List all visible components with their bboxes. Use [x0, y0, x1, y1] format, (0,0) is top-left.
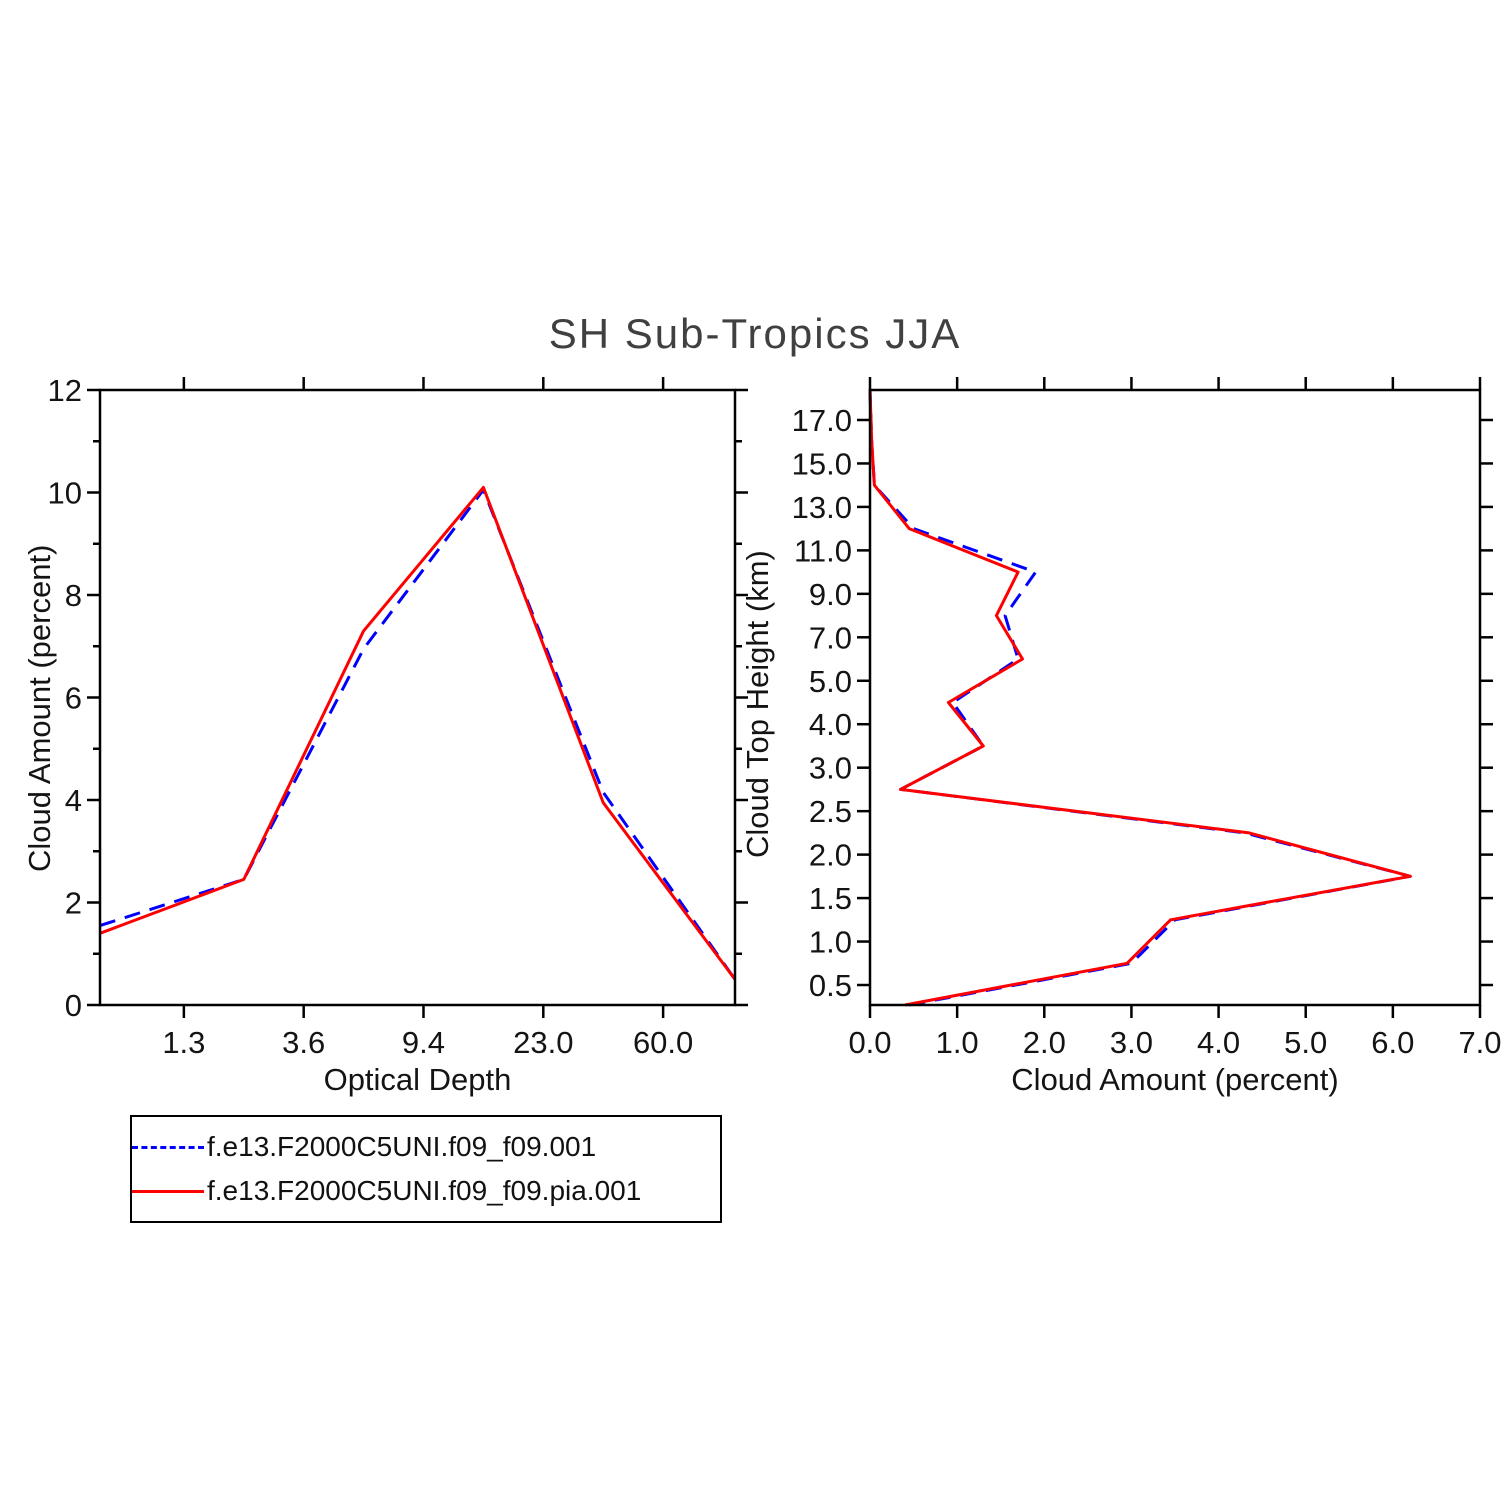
y-tick-label: 1.5 [809, 881, 852, 916]
right-xaxis-title: Cloud Amount (percent) [1011, 1062, 1339, 1097]
x-tick-label: 1.0 [936, 1025, 979, 1060]
left-xaxis-title: Optical Depth [323, 1062, 512, 1097]
y-tick-label: 2.0 [809, 838, 852, 873]
y-tick-label: 12 [48, 373, 82, 408]
y-tick-label: 4.0 [809, 707, 852, 742]
legend: f.e13.F2000C5UNI.f09_f09.001 f.e13.F2000… [130, 1115, 722, 1223]
left-yaxis-title: Cloud Amount (percent) [22, 544, 57, 872]
x-tick-label: 3.0 [1110, 1025, 1153, 1060]
plot-frame [868, 388, 1482, 1007]
x-tick-label: 3.6 [282, 1025, 325, 1060]
x-tick-label: 60.0 [633, 1025, 693, 1060]
y-tick-label: 2.5 [809, 794, 852, 829]
legend-solid-line-sample [132, 1189, 204, 1193]
panel-left: 1.3 3.6 9.4 23.0 60.0 0 2 4 6 8 10 12 [48, 373, 748, 1060]
series-line [99, 488, 737, 981]
y-tick-label: 0.5 [809, 968, 852, 1003]
y-tick-label: 11.0 [794, 533, 852, 568]
y-tick-label: 4 [65, 783, 82, 818]
x-tick-label: 4.0 [1197, 1025, 1240, 1060]
x-tick-label: 9.4 [402, 1025, 445, 1060]
legend-entry: f.e13.F2000C5UNI.f09_f09.pia.001 [132, 1169, 720, 1213]
x-tick-label: 1.3 [162, 1025, 205, 1060]
x-tick-label: 2.0 [1023, 1025, 1066, 1060]
x-tick-label: 7.0 [1458, 1025, 1501, 1060]
legend-entry: f.e13.F2000C5UNI.f09_f09.001 [132, 1125, 720, 1169]
panel-right: 0.0 1.0 2.0 3.0 4.0 5.0 6.0 7.0 0.5 1.0 1.5 2.0 2.5 3… [792, 377, 1502, 1060]
right-yaxis-title: Cloud Top Height (km) [740, 550, 775, 858]
plot-frame [98, 388, 737, 1007]
y-tick-label: 6 [65, 681, 82, 716]
y-tick-label: 13.0 [792, 490, 852, 525]
chart-title: SH Sub-Tropics JJA [548, 310, 962, 357]
y-tick-label: 10 [48, 476, 82, 511]
y-tick-label: 8 [65, 578, 82, 613]
y-tick-label: 9.0 [809, 577, 852, 612]
y-tick-label: 0 [65, 988, 82, 1023]
legend-label: f.e13.F2000C5UNI.f09_f09.001 [207, 1131, 597, 1162]
y-tick-label: 15.0 [792, 446, 852, 481]
x-tick-label: 23.0 [513, 1025, 573, 1060]
y-tick-label: 17.0 [792, 403, 852, 438]
y-tick-label: 7.0 [809, 620, 852, 655]
series-line [99, 485, 737, 981]
legend-dashed-line-sample [132, 1145, 204, 1149]
series-line [868, 389, 1412, 1007]
legend-label: f.e13.F2000C5UNI.f09_f09.pia.001 [207, 1175, 642, 1206]
x-tick-label: 0.0 [848, 1025, 891, 1060]
y-tick-label: 2 [65, 886, 82, 921]
y-tick-label: 3.0 [809, 751, 852, 786]
y-tick-label: 1.0 [809, 925, 852, 960]
x-tick-label: 6.0 [1371, 1025, 1414, 1060]
y-tick-label: 5.0 [809, 664, 852, 699]
series-line [868, 389, 1412, 1007]
x-tick-label: 5.0 [1284, 1025, 1327, 1060]
